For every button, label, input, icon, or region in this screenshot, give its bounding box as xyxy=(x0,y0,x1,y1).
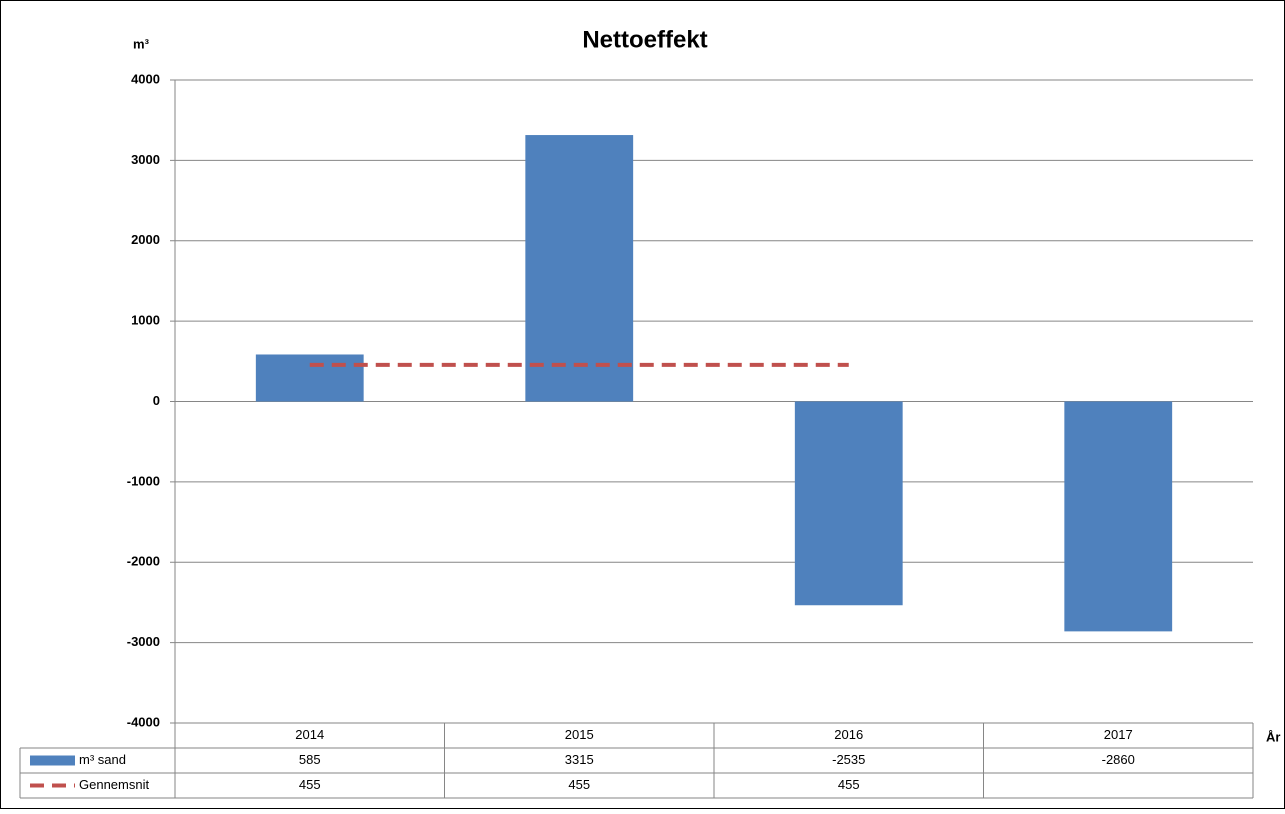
y-axis-label: m³ xyxy=(133,36,150,51)
y-tick-label: 2000 xyxy=(131,232,160,247)
x-tick-label: 2016 xyxy=(834,727,863,742)
y-tick-label: -4000 xyxy=(127,714,160,729)
y-tick-label: -2000 xyxy=(127,554,160,569)
bar xyxy=(255,354,364,402)
legend-label: Gennemsnit xyxy=(79,777,149,792)
x-tick-label: 2017 xyxy=(1104,727,1133,742)
table-value: -2860 xyxy=(1102,752,1135,767)
chart-title: Nettoeffekt xyxy=(582,26,707,53)
x-tick-label: 2014 xyxy=(295,727,324,742)
y-tick-label: -3000 xyxy=(127,634,160,649)
table-value: -2535 xyxy=(832,752,865,767)
bar xyxy=(794,401,903,606)
table-value: 3315 xyxy=(565,752,594,767)
table-value: 585 xyxy=(299,752,321,767)
table-value: 455 xyxy=(568,777,590,792)
bar xyxy=(525,135,634,402)
y-tick-label: 3000 xyxy=(131,152,160,167)
table-value: 455 xyxy=(299,777,321,792)
x-tick-label: 2015 xyxy=(565,727,594,742)
legend-key xyxy=(30,755,75,766)
y-tick-label: 1000 xyxy=(131,313,160,328)
y-tick-label: 4000 xyxy=(131,71,160,86)
y-tick-label: 0 xyxy=(153,393,160,408)
x-axis-label: År xyxy=(1266,729,1280,744)
bar xyxy=(1064,401,1173,632)
y-tick-label: -1000 xyxy=(127,473,160,488)
legend-label: m³ sand xyxy=(79,752,126,767)
table-value: 455 xyxy=(838,777,860,792)
